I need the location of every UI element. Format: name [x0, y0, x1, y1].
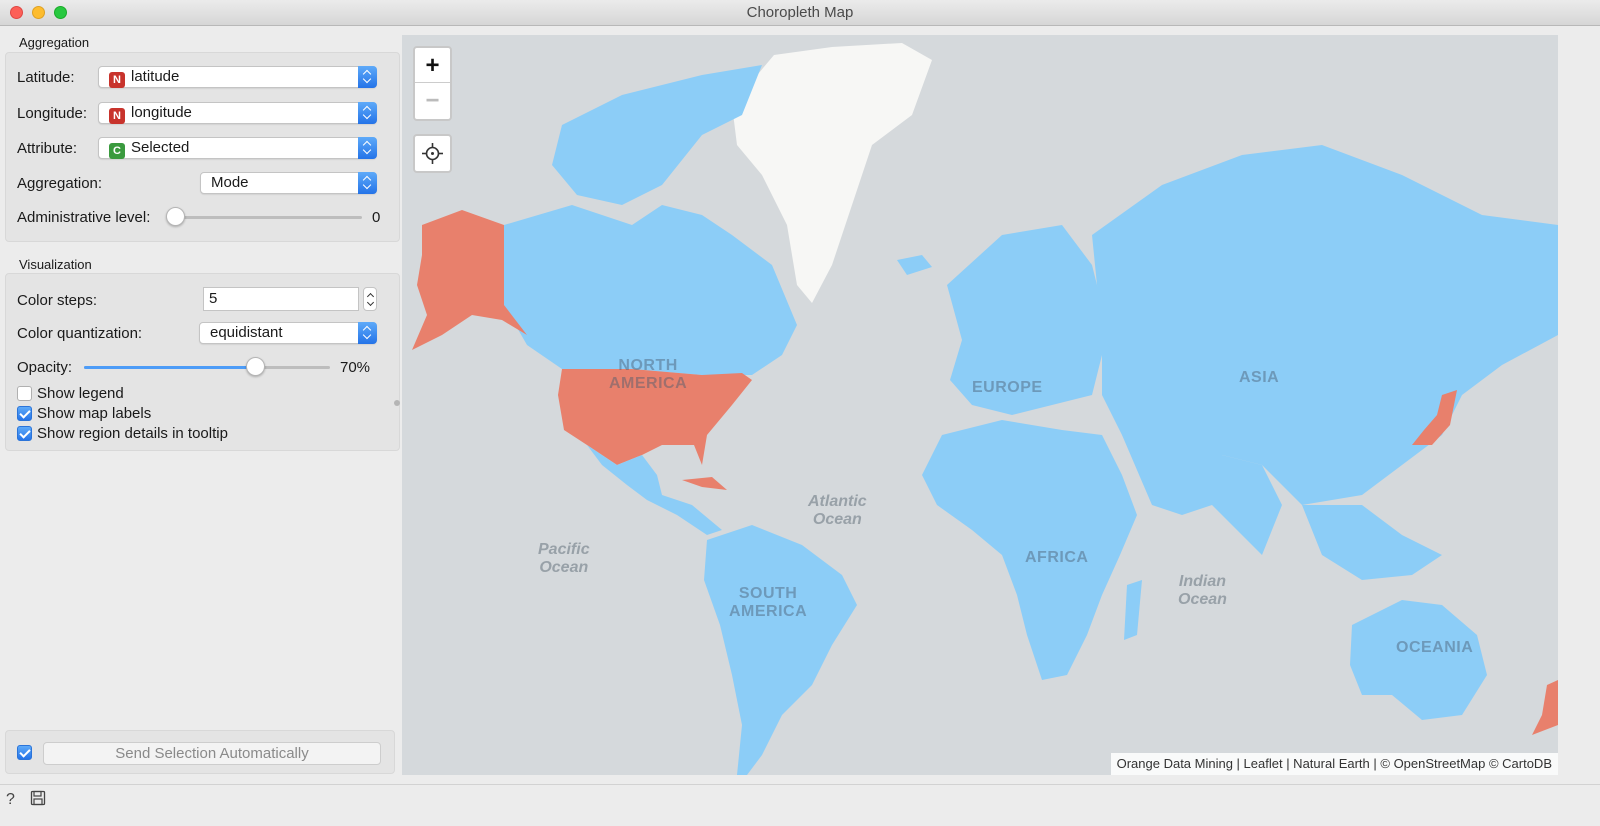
status-bar: ?: [0, 784, 1600, 826]
map-label-oceania: OCEANIA: [1396, 639, 1474, 656]
region-greenland: [732, 43, 932, 303]
map-attribution[interactable]: Orange Data Mining | Leaflet | Natural E…: [1110, 753, 1558, 775]
region-iceland: [897, 255, 932, 275]
minimize-window-button[interactable]: [32, 6, 45, 19]
chevron-updown-icon: [358, 102, 377, 124]
color-quantization-combo[interactable]: equidistant: [199, 322, 377, 344]
crosshair-icon: [422, 143, 443, 164]
region-cuba: [682, 477, 727, 490]
latitude-value: latitude: [131, 68, 180, 85]
floppy-icon[interactable]: [30, 790, 46, 806]
show-legend-checkbox[interactable]: [17, 386, 32, 401]
splitter-handle[interactable]: [394, 400, 400, 406]
region-new-zealand: [1532, 680, 1558, 735]
region-arctic-islands: [552, 65, 762, 205]
zoom-out-button[interactable]: −: [425, 87, 440, 114]
show-legend-label: Show legend: [37, 385, 124, 402]
window-title: Choropleth Map: [746, 4, 854, 21]
aggregation-combo[interactable]: Mode: [200, 172, 377, 194]
region-usa: [558, 369, 752, 465]
title-bar: Choropleth Map: [0, 0, 1600, 26]
map-label-indian: Indian Ocean: [1178, 573, 1227, 608]
numeric-type-icon: N: [109, 108, 125, 124]
longitude-label: Longitude:: [17, 105, 88, 122]
visualization-group-title: Visualization: [19, 257, 92, 272]
admin-level-slider-handle[interactable]: [166, 207, 185, 226]
map-label-asia: ASIA: [1239, 369, 1280, 386]
chevron-updown-icon: [358, 66, 377, 88]
region-southeast-asia: [1302, 505, 1442, 580]
map-label-north-america: NORTH AMERICA: [609, 357, 688, 392]
chevron-updown-icon: [358, 172, 377, 194]
region-japan: [1412, 390, 1457, 445]
region-south-america: [704, 525, 857, 775]
color-quantization-value: equidistant: [210, 324, 283, 341]
map-label-pacific: Pacific Ocean: [538, 541, 590, 576]
maximize-window-button[interactable]: [54, 6, 67, 19]
opacity-slider-handle[interactable]: [246, 357, 266, 376]
admin-level-value: 0: [372, 209, 381, 226]
show-region-details-label: Show region details in tooltip: [37, 425, 228, 442]
categorical-type-icon: C: [109, 143, 125, 159]
show-region-details-checkbox[interactable]: [17, 426, 32, 441]
region-alaska: [412, 210, 527, 350]
region-europe: [947, 225, 1102, 415]
send-selection-box: Send Selection Automatically: [5, 730, 395, 774]
attribute-label: Attribute:: [17, 140, 78, 157]
attribute-combo[interactable]: C Selected: [98, 137, 377, 159]
aggregation-label: Aggregation:: [17, 175, 103, 192]
numeric-type-icon: N: [109, 72, 125, 88]
send-automatically-checkbox[interactable]: [17, 745, 32, 760]
map-label-africa: AFRICA: [1025, 549, 1089, 566]
region-madagascar: [1124, 580, 1142, 640]
color-steps-input[interactable]: 5: [203, 287, 359, 311]
show-map-labels-label: Show map labels: [37, 405, 152, 422]
latitude-label: Latitude:: [17, 69, 75, 86]
attribute-value: Selected: [131, 139, 190, 156]
recenter-button[interactable]: [413, 134, 452, 173]
color-steps-label: Color steps:: [17, 292, 98, 309]
region-australia: [1350, 600, 1487, 720]
opacity-label: Opacity:: [17, 359, 73, 376]
region-mexico: [587, 445, 722, 535]
color-steps-stepper[interactable]: [363, 287, 377, 311]
choropleth-map[interactable]: NORTH AMERICA SOUTH AMERICA EUROPE AFRIC…: [402, 35, 1558, 775]
region-africa: [922, 420, 1137, 680]
chevron-updown-icon: [358, 322, 377, 344]
region-south-asia: [1122, 435, 1282, 555]
map-label-europe: EUROPE: [972, 379, 1043, 396]
admin-level-slider-track[interactable]: [176, 216, 362, 219]
region-canada: [504, 205, 797, 375]
map-canvas: [412, 43, 1558, 775]
aggregation-group-title: Aggregation: [19, 35, 90, 50]
aggregation-value: Mode: [211, 174, 249, 191]
send-selection-button[interactable]: Send Selection Automatically: [43, 742, 381, 765]
region-uk: [962, 300, 982, 335]
map-label-south-america: SOUTH AMERICA: [729, 585, 808, 620]
color-quantization-label: Color quantization:: [17, 325, 143, 342]
visualization-group: Color steps: 5 Color quantization: equid…: [5, 273, 400, 451]
chevron-updown-icon: [358, 137, 377, 159]
show-map-labels-checkbox[interactable]: [17, 406, 32, 421]
opacity-value: 70%: [340, 359, 371, 376]
map-label-atlantic: Atlantic Ocean: [808, 493, 867, 528]
zoom-in-button[interactable]: +: [415, 48, 450, 83]
zoom-control: + −: [413, 46, 452, 121]
opacity-slider-fill: [84, 366, 257, 369]
longitude-value: longitude: [131, 104, 192, 121]
admin-level-label: Administrative level:: [17, 209, 151, 226]
close-window-button[interactable]: [10, 6, 23, 19]
question-icon[interactable]: ?: [6, 791, 15, 808]
